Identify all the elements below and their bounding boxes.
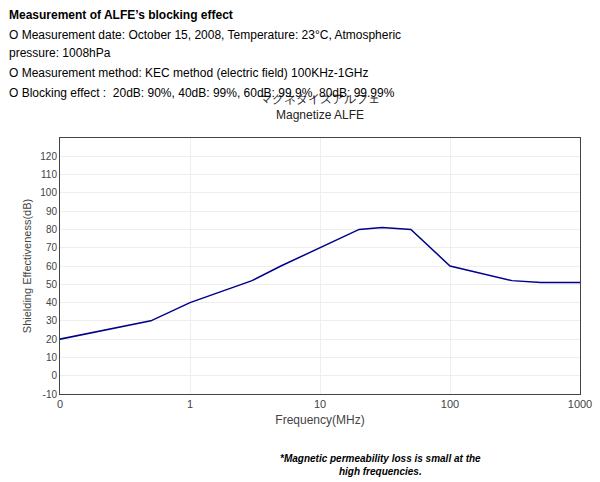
svg-text:80: 80 [46,224,58,235]
svg-text:110: 110 [41,169,57,180]
svg-text:50: 50 [46,279,58,290]
svg-text:100: 100 [441,398,459,410]
svg-text:Frequency(MHz): Frequency(MHz) [275,413,364,427]
svg-text:1: 1 [187,398,193,410]
svg-text:10: 10 [314,398,326,410]
svg-text:O Measurement method: KEC meth: O Measurement method: KEC method (electr… [9,66,368,80]
svg-text:O Measurement date: October 15: O Measurement date: October 15, 2008, Te… [9,28,401,42]
svg-text:マグネタイズアルフェ: マグネタイズアルフェ [260,92,380,106]
svg-text:10: 10 [46,352,58,363]
svg-text:0: 0 [57,398,63,410]
svg-text:70: 70 [46,242,58,253]
svg-text:pressure: 1008hPa: pressure: 1008hPa [9,46,111,60]
svg-text:60: 60 [46,261,58,272]
svg-text:O Blocking effect : 20dB: 90%: O Blocking effect : 20dB: 90%, 40dB: 99%… [9,86,395,100]
svg-text:100: 100 [40,187,57,198]
svg-text:90: 90 [46,206,58,217]
svg-text:Magnetize ALFE: Magnetize ALFE [276,108,364,122]
svg-text:20: 20 [46,334,58,345]
svg-text:-10: -10 [43,389,58,400]
svg-text:120: 120 [40,151,57,162]
svg-text:40: 40 [46,297,58,308]
svg-text:Shielding Effectiveness(dB): Shielding Effectiveness(dB) [21,199,33,333]
svg-text:30: 30 [46,315,58,326]
svg-text:Measurement of ALFE’s blocking: Measurement of ALFE’s blocking effect [9,8,233,22]
svg-text:0: 0 [51,370,57,381]
svg-text:*Magnetic permeability loss is: *Magnetic permeability loss is small at … [280,453,481,477]
svg-text:1000: 1000 [568,398,592,410]
